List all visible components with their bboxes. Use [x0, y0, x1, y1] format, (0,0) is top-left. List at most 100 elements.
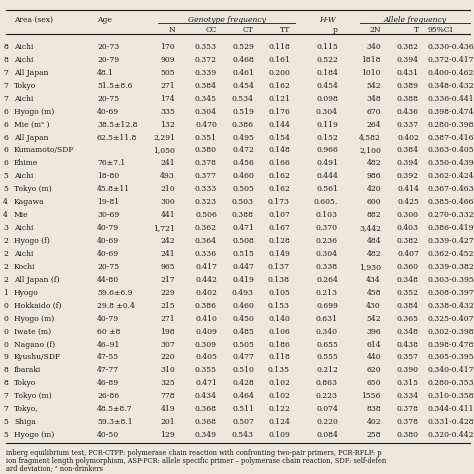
Text: 0.382: 0.382 — [397, 43, 419, 51]
Text: 0.398-0.478: 0.398-0.478 — [428, 340, 474, 348]
Text: 0.106: 0.106 — [268, 328, 290, 336]
Text: 0.461: 0.461 — [232, 69, 254, 77]
Text: 258: 258 — [366, 431, 381, 439]
Text: 0.428: 0.428 — [232, 379, 254, 387]
Text: 0.508: 0.508 — [232, 237, 254, 245]
Text: 670: 670 — [366, 108, 381, 116]
Text: Nagano (f): Nagano (f) — [14, 340, 55, 348]
Text: 0.074: 0.074 — [316, 405, 338, 413]
Text: 26-86: 26-86 — [97, 392, 119, 400]
Text: 0.605.: 0.605. — [314, 198, 338, 206]
Text: 0.124: 0.124 — [268, 418, 290, 426]
Text: 8: 8 — [3, 56, 8, 64]
Text: ion fragment length polymorphism, ASP-PCR: allele specific primer – polymerase c: ion fragment length polymorphism, ASP-PC… — [6, 457, 386, 465]
Text: 1,050: 1,050 — [153, 146, 175, 155]
Text: 129: 129 — [160, 431, 175, 439]
Text: 0.118: 0.118 — [268, 354, 290, 362]
Text: 0.153: 0.153 — [268, 302, 290, 310]
Text: 0.161: 0.161 — [268, 56, 290, 64]
Text: Ehime: Ehime — [14, 159, 38, 167]
Text: 40-69: 40-69 — [97, 237, 119, 245]
Text: 340: 340 — [366, 43, 381, 51]
Text: 0: 0 — [3, 328, 8, 336]
Text: 0.340-0.417: 0.340-0.417 — [428, 366, 474, 374]
Text: 1,930: 1,930 — [359, 263, 381, 271]
Text: 441: 441 — [160, 211, 175, 219]
Text: 0.302-0.398: 0.302-0.398 — [428, 328, 474, 336]
Text: 20-79: 20-79 — [97, 56, 119, 64]
Text: 174: 174 — [160, 95, 175, 103]
Text: 0.454: 0.454 — [232, 82, 254, 90]
Text: 882: 882 — [366, 211, 381, 219]
Text: 0.394: 0.394 — [397, 56, 419, 64]
Text: 0.966: 0.966 — [316, 146, 338, 155]
Text: 0.264: 0.264 — [316, 276, 338, 284]
Text: 6: 6 — [3, 108, 8, 116]
Text: 0.507: 0.507 — [232, 418, 254, 426]
Text: Allele frequency: Allele frequency — [383, 16, 447, 24]
Text: Iwate (m): Iwate (m) — [14, 328, 51, 336]
Text: 0.436: 0.436 — [397, 108, 419, 116]
Text: 0.699: 0.699 — [316, 302, 338, 310]
Text: 0.338-0.432: 0.338-0.432 — [428, 302, 474, 310]
Text: 434: 434 — [366, 276, 381, 284]
Text: 0.378: 0.378 — [195, 159, 217, 167]
Text: 0.236: 0.236 — [316, 237, 338, 245]
Text: 0.464: 0.464 — [232, 392, 254, 400]
Text: Genotype frequency: Genotype frequency — [188, 16, 265, 24]
Text: 430: 430 — [366, 302, 381, 310]
Text: 20-75: 20-75 — [97, 263, 119, 271]
Text: 986: 986 — [366, 173, 381, 180]
Text: 0.309: 0.309 — [195, 340, 217, 348]
Text: 0.384: 0.384 — [397, 146, 419, 155]
Text: 0.337: 0.337 — [397, 120, 419, 128]
Text: 0.348-0.432: 0.348-0.432 — [428, 82, 474, 90]
Text: 0.470: 0.470 — [195, 120, 217, 128]
Text: 0.364: 0.364 — [195, 237, 217, 245]
Text: 0.390: 0.390 — [397, 366, 419, 374]
Text: 59.6±6.9: 59.6±6.9 — [97, 289, 133, 297]
Text: 0.135: 0.135 — [268, 366, 290, 374]
Text: 0.162: 0.162 — [268, 82, 290, 90]
Text: 0.109: 0.109 — [268, 431, 290, 439]
Text: 0.338: 0.338 — [316, 263, 338, 271]
Text: CT: CT — [243, 26, 254, 34]
Text: 0.384: 0.384 — [195, 82, 217, 90]
Text: 614: 614 — [366, 340, 381, 348]
Text: 2: 2 — [3, 237, 8, 245]
Text: 0.468: 0.468 — [232, 56, 254, 64]
Text: 0.456: 0.456 — [232, 159, 254, 167]
Text: 8: 8 — [3, 379, 8, 387]
Text: 0.144: 0.144 — [268, 120, 290, 128]
Text: 0.320-0.442: 0.320-0.442 — [428, 431, 474, 439]
Text: 0.503: 0.503 — [232, 198, 254, 206]
Text: 18-80: 18-80 — [97, 173, 119, 180]
Text: 419: 419 — [160, 405, 175, 413]
Text: 0.310-0.358: 0.310-0.358 — [428, 392, 474, 400]
Text: 44-80: 44-80 — [97, 276, 119, 284]
Text: 59.3±8.1: 59.3±8.1 — [97, 418, 133, 426]
Text: 0.425: 0.425 — [397, 198, 419, 206]
Text: 132: 132 — [160, 120, 175, 128]
Text: 493: 493 — [160, 173, 175, 180]
Text: 0.351: 0.351 — [195, 134, 217, 142]
Text: 0.477: 0.477 — [232, 354, 254, 362]
Text: 215: 215 — [160, 302, 175, 310]
Text: 1556: 1556 — [362, 392, 381, 400]
Text: 909: 909 — [160, 56, 175, 64]
Text: 5: 5 — [3, 185, 8, 193]
Text: 2,100: 2,100 — [359, 146, 381, 155]
Text: Kyushu/SDF: Kyushu/SDF — [14, 354, 61, 362]
Text: Hyogo (m): Hyogo (m) — [14, 431, 54, 439]
Text: 20-73: 20-73 — [97, 43, 119, 51]
Text: 3: 3 — [3, 224, 8, 232]
Text: 0.357: 0.357 — [397, 354, 419, 362]
Text: 0.355: 0.355 — [195, 366, 217, 374]
Text: 0.344-0.411: 0.344-0.411 — [428, 405, 474, 413]
Text: 0.115: 0.115 — [316, 43, 338, 51]
Text: 0.387-0.416: 0.387-0.416 — [428, 134, 474, 142]
Text: 7: 7 — [3, 82, 8, 90]
Text: 45.8±11: 45.8±11 — [97, 185, 130, 193]
Text: 0.511: 0.511 — [232, 405, 254, 413]
Text: 0: 0 — [3, 315, 8, 323]
